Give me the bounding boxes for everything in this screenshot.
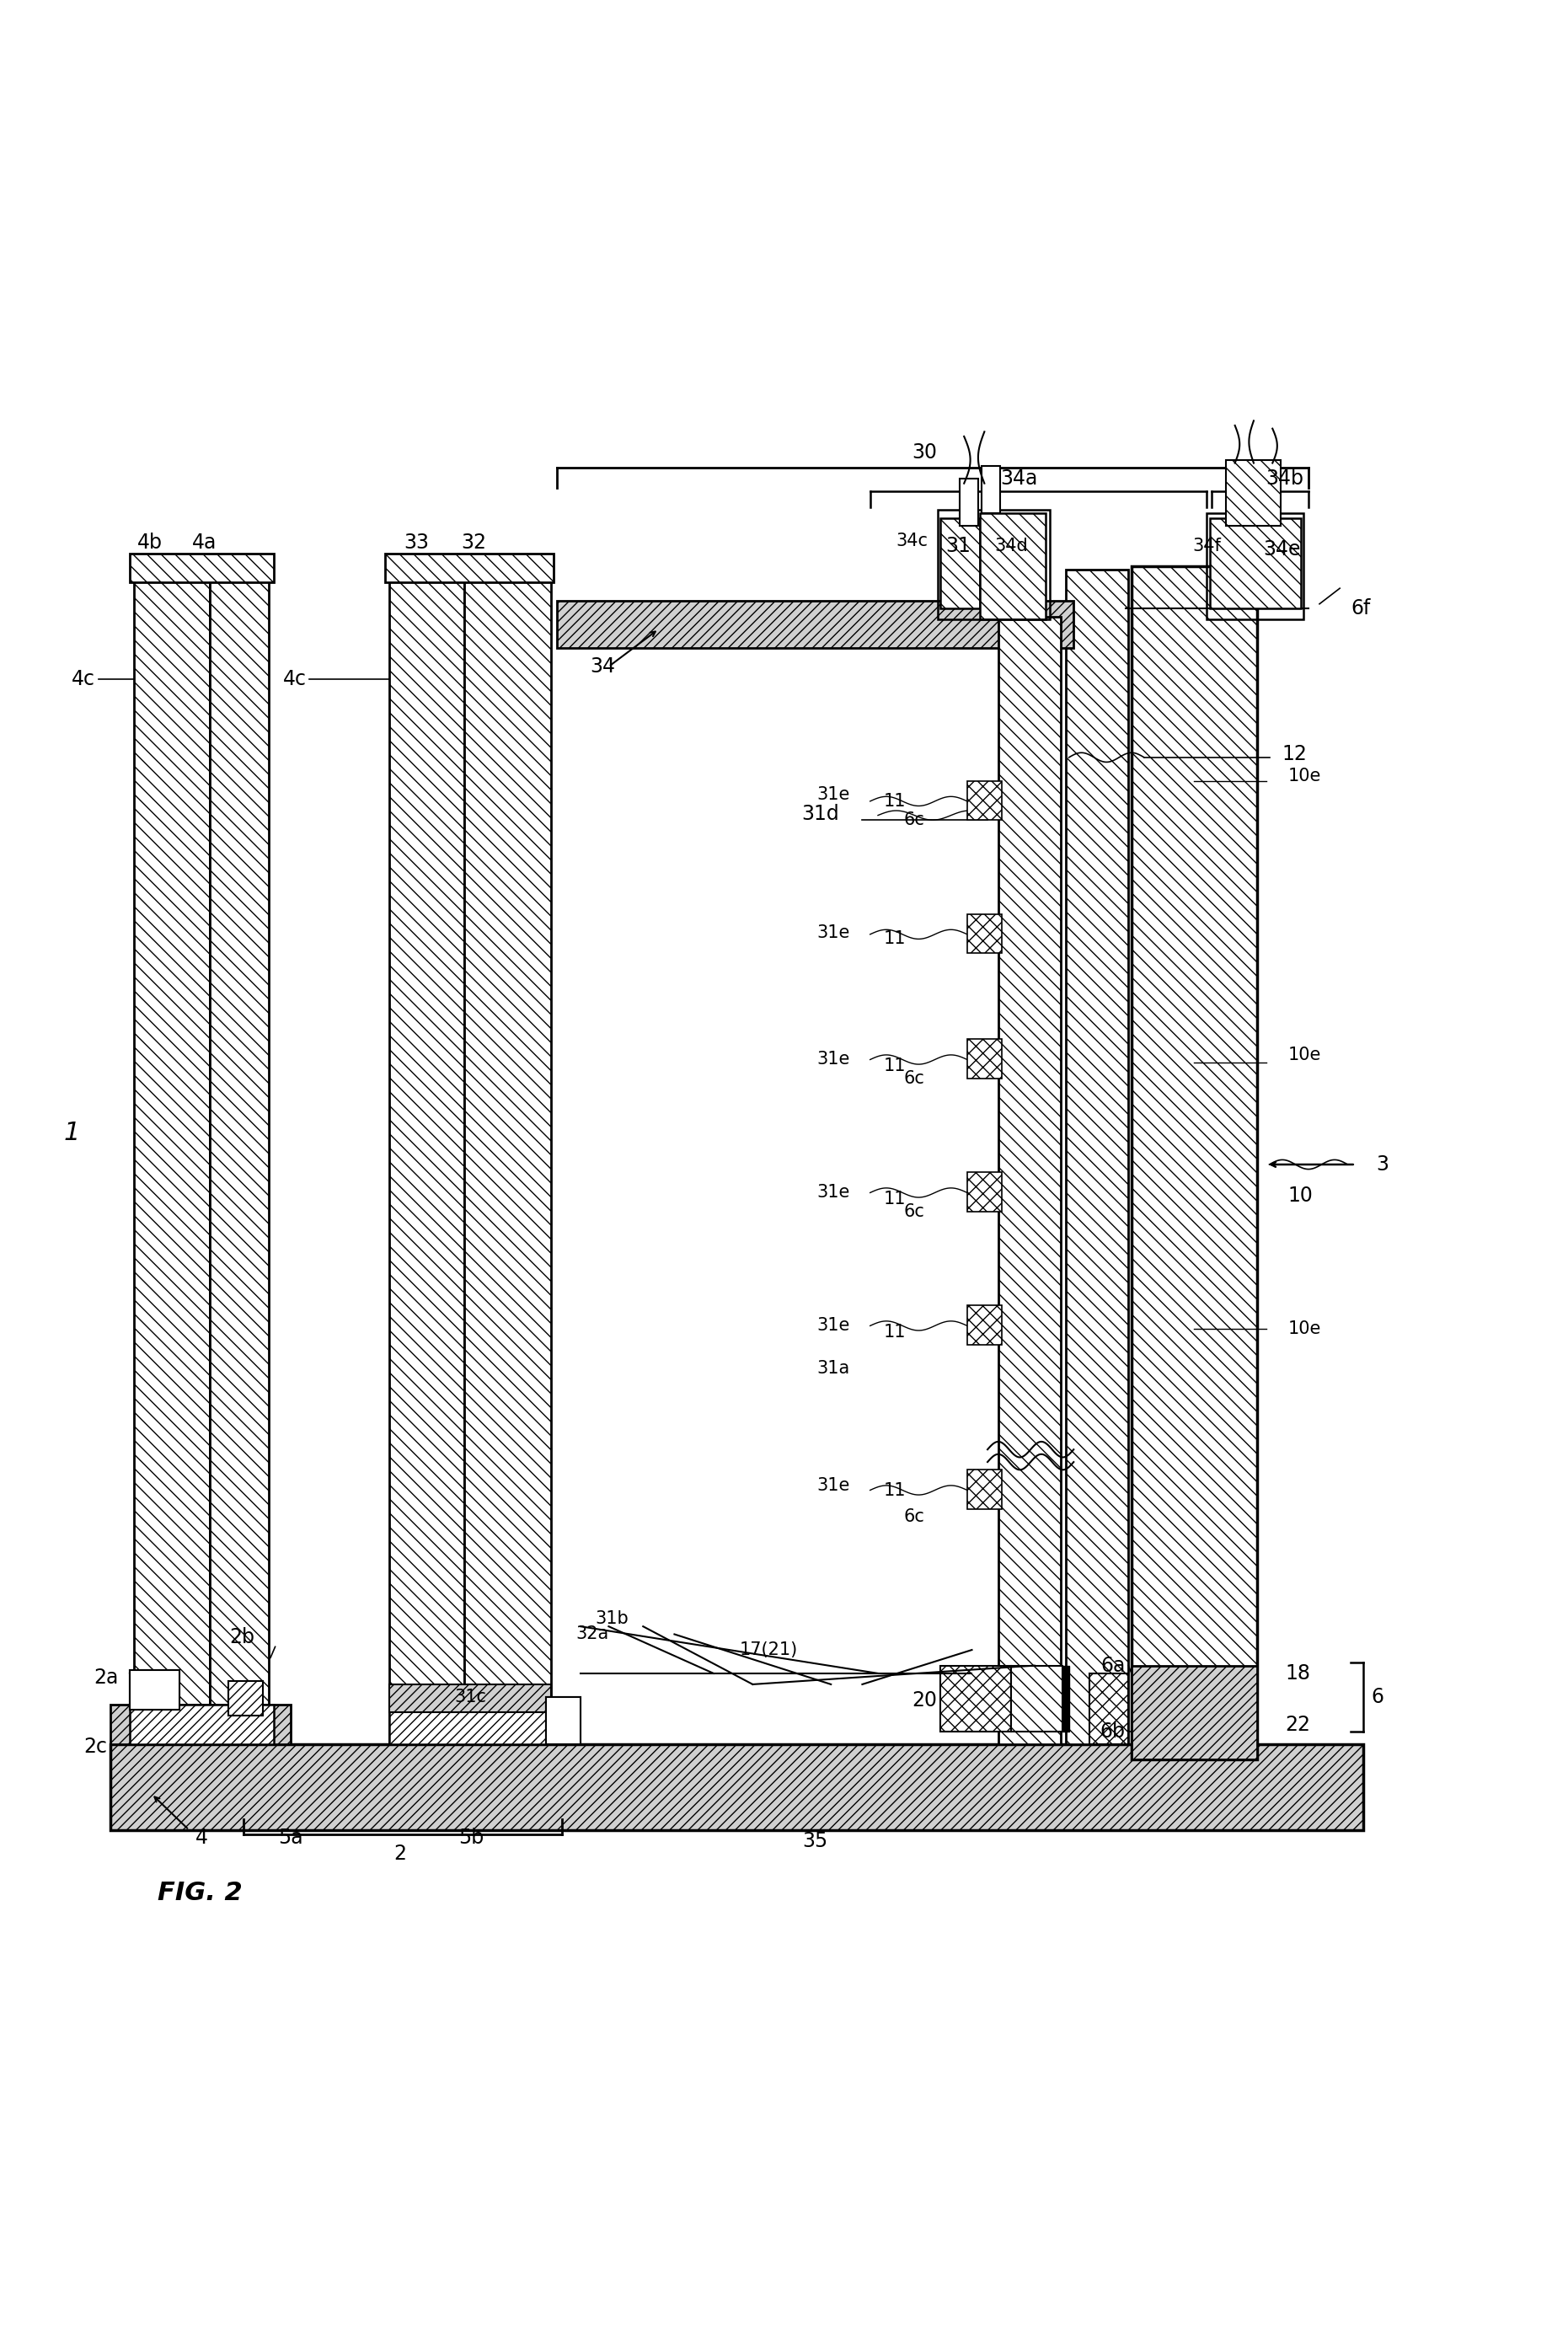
Bar (938, 510, 1051, 620)
Text: 4a: 4a (193, 533, 216, 552)
Text: 34b: 34b (1265, 468, 1305, 489)
Bar (941, 517, 980, 608)
Text: FIG. 2: FIG. 2 (158, 1880, 243, 1905)
Text: 22: 22 (1286, 1714, 1311, 1735)
Text: 18: 18 (1286, 1663, 1311, 1684)
Text: 6a: 6a (1101, 1656, 1126, 1675)
Text: 34f: 34f (1192, 538, 1221, 554)
Text: 10e: 10e (1289, 769, 1322, 785)
Bar (384, 554, 554, 582)
Text: 30: 30 (913, 443, 938, 461)
Bar (389, 578, 464, 1744)
Text: 6c: 6c (903, 1509, 925, 1525)
Text: 35: 35 (803, 1831, 828, 1852)
Text: 32: 32 (461, 533, 486, 552)
Bar (967, 1039, 1002, 1078)
Text: 17(21): 17(21) (739, 1642, 798, 1658)
Bar (389, 1705, 550, 1744)
Text: 31e: 31e (817, 1050, 850, 1069)
Bar (111, 1744, 1363, 1831)
Text: 5a: 5a (279, 1828, 303, 1847)
Text: 34c: 34c (897, 533, 928, 550)
Text: 4c: 4c (282, 668, 306, 689)
Bar (967, 780, 1002, 820)
Text: 11: 11 (884, 1481, 906, 1498)
Text: 31e: 31e (817, 787, 850, 804)
Text: 1: 1 (63, 1120, 80, 1146)
Text: 4: 4 (196, 1828, 209, 1847)
Text: 11: 11 (884, 1057, 906, 1074)
Text: 2a: 2a (94, 1668, 119, 1689)
Bar (546, 1698, 580, 1744)
Text: 31e: 31e (817, 1183, 850, 1202)
Bar (130, 1670, 180, 1709)
Bar (1207, 512, 1305, 620)
Text: 31a: 31a (817, 1360, 850, 1376)
Bar (999, 617, 1062, 1744)
Bar (1132, 566, 1258, 1758)
Text: 31: 31 (946, 536, 971, 557)
Bar (1226, 459, 1281, 526)
Text: 11: 11 (884, 1190, 906, 1206)
Text: 4c: 4c (72, 668, 96, 689)
Bar (982, 466, 1000, 512)
Text: 20: 20 (913, 1691, 938, 1709)
Text: 10e: 10e (1289, 1321, 1322, 1337)
Text: 31b: 31b (594, 1609, 629, 1628)
Bar (135, 578, 210, 1744)
Text: 32a: 32a (575, 1626, 608, 1642)
Bar (557, 601, 1074, 647)
Bar (130, 1670, 180, 1709)
Text: 31d: 31d (801, 804, 839, 824)
Bar (980, 512, 1046, 620)
Text: 34d: 34d (994, 538, 1027, 554)
Bar (130, 1705, 273, 1744)
Text: 31e: 31e (817, 925, 850, 941)
Text: 34e: 34e (1264, 538, 1300, 559)
Bar (130, 554, 273, 582)
Bar (1011, 1665, 1063, 1730)
Bar (389, 1684, 550, 1712)
Text: 6b: 6b (1101, 1721, 1126, 1742)
Bar (967, 1307, 1002, 1344)
Text: 11: 11 (884, 932, 906, 948)
Bar (960, 480, 978, 526)
Text: 6c: 6c (903, 1204, 925, 1220)
Text: 31c: 31c (455, 1689, 488, 1705)
Text: 33: 33 (403, 533, 428, 552)
Bar (967, 1470, 1002, 1509)
Bar (967, 913, 1002, 953)
Bar (1063, 1665, 1069, 1730)
Bar (967, 1171, 1002, 1211)
Text: 34: 34 (590, 657, 615, 678)
Text: 12: 12 (1283, 745, 1308, 764)
Text: 2b: 2b (229, 1628, 256, 1647)
Bar (1210, 517, 1301, 608)
Bar (546, 1698, 580, 1744)
Text: 11: 11 (884, 792, 906, 810)
Bar (111, 1705, 290, 1744)
Bar (1066, 571, 1129, 1744)
Text: 6c: 6c (903, 1069, 925, 1088)
Text: 6f: 6f (1350, 599, 1370, 620)
Text: 3: 3 (1375, 1155, 1388, 1174)
Text: 2c: 2c (85, 1737, 108, 1756)
Bar (210, 578, 268, 1744)
Bar (941, 1665, 1011, 1730)
Text: 10: 10 (1289, 1185, 1314, 1206)
Bar (1132, 1665, 1258, 1758)
Text: 6c: 6c (903, 810, 925, 829)
Text: 5b: 5b (458, 1828, 483, 1847)
Text: 31e: 31e (817, 1477, 850, 1493)
Text: 4b: 4b (138, 533, 163, 552)
Text: 6: 6 (1370, 1686, 1385, 1707)
Bar (229, 1682, 262, 1716)
Bar (464, 578, 550, 1744)
Bar (1090, 1672, 1129, 1744)
Text: 31e: 31e (817, 1318, 850, 1335)
Text: 2: 2 (394, 1842, 406, 1863)
Text: 34a: 34a (1000, 468, 1038, 489)
Text: 11: 11 (884, 1323, 906, 1342)
Text: 10e: 10e (1289, 1046, 1322, 1064)
